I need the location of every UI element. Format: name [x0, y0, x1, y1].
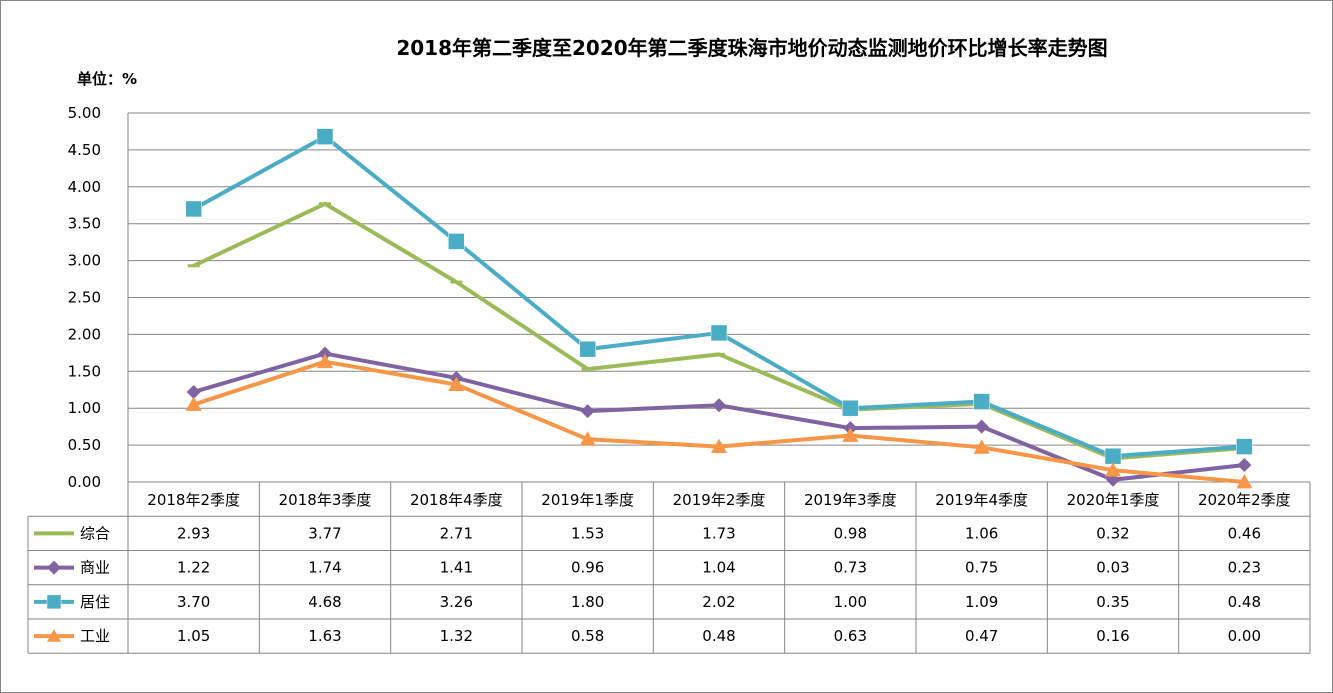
data-point	[1237, 458, 1252, 473]
data-cell: 0.47	[965, 627, 998, 645]
data-point	[973, 439, 990, 454]
data-cell: 0.35	[1096, 593, 1129, 611]
category-label: 2018年3季度	[279, 491, 372, 509]
data-point	[842, 427, 859, 442]
y-tick-label: 4.00	[68, 178, 101, 196]
data-cell: 0.63	[834, 627, 867, 645]
data-cell: 3.77	[308, 524, 341, 542]
data-cell: 1.00	[834, 593, 867, 611]
data-point	[317, 353, 333, 369]
data-cell: 1.41	[440, 559, 473, 577]
data-cell: 0.96	[571, 559, 604, 577]
data-cell: 0.23	[1228, 559, 1261, 577]
legend-label: 商业	[80, 559, 110, 577]
data-cell: 1.32	[440, 627, 473, 645]
category-label: 2020年1季度	[1067, 491, 1160, 509]
data-cell: 0.75	[965, 559, 998, 577]
category-label: 2020年2季度	[1198, 491, 1291, 509]
unit-label: 单位：%	[77, 70, 137, 88]
data-cell: 0.98	[834, 524, 867, 542]
data-cell: 1.22	[177, 559, 210, 577]
legend-label: 综合	[80, 524, 110, 542]
y-tick-label: 0.50	[68, 436, 101, 454]
data-cell: 0.73	[834, 559, 867, 577]
data-point	[710, 324, 728, 342]
data-cell: 0.46	[1228, 524, 1261, 542]
data-cell: 2.71	[440, 524, 473, 542]
data-point	[316, 128, 334, 145]
legend-key-marker	[47, 629, 61, 642]
data-point	[185, 396, 202, 411]
category-label: 2019年2季度	[673, 491, 766, 509]
data-cell: 1.05	[177, 627, 210, 645]
data-point	[1105, 462, 1121, 477]
data-point	[1104, 447, 1122, 465]
data-cell: 3.70	[177, 593, 210, 611]
category-label: 2019年1季度	[541, 491, 634, 509]
data-point	[186, 384, 201, 399]
data-cell: 1.53	[571, 524, 604, 542]
chart-title: 2018年第二季度至2020年第二季度珠海市地价动态监测地价环比增长率走势图	[396, 36, 1107, 60]
category-label: 2018年2季度	[147, 491, 240, 509]
data-point	[579, 340, 596, 358]
data-cell: 1.04	[702, 559, 735, 577]
legend-label: 居住	[80, 593, 110, 611]
data-cell: 0.32	[1096, 524, 1129, 542]
data-point	[318, 346, 332, 361]
data-point	[711, 438, 727, 453]
data-point	[973, 393, 990, 410]
data-cell: 0.00	[1228, 627, 1261, 645]
data-cell: 4.68	[308, 593, 341, 611]
data-point	[579, 431, 596, 446]
data-cell: 2.02	[702, 593, 735, 611]
data-point	[185, 200, 202, 218]
data-point	[1236, 438, 1253, 455]
data-cell: 0.03	[1096, 559, 1129, 577]
data-cell: 0.16	[1096, 627, 1129, 645]
data-point	[580, 404, 595, 419]
y-axis: 0.00 0.50 1.00 1.50 2.00 2.50 3.00 3.50 4.00 4.50…	[68, 104, 129, 491]
category-label: 2018年4季度	[410, 491, 503, 509]
data-cell: 2.93	[177, 524, 210, 542]
series-layer	[185, 128, 1253, 489]
y-tick-label: 5.00	[68, 104, 101, 122]
data-point	[974, 419, 989, 434]
data-point	[448, 376, 465, 391]
y-tick-label: 1.50	[68, 362, 101, 380]
y-tick-label: 4.50	[68, 141, 101, 159]
data-cell: 1.09	[965, 593, 998, 611]
data-cell: 1.74	[308, 559, 341, 577]
y-tick-label: 3.00	[68, 252, 101, 270]
data-cell: 0.48	[1228, 593, 1261, 611]
data-point	[448, 233, 465, 250]
legend-key-marker	[46, 594, 62, 610]
y-tick-label: 2.00	[68, 325, 101, 343]
legend-key-marker	[47, 560, 61, 575]
data-point	[842, 399, 859, 417]
data-cell: 0.48	[702, 627, 735, 645]
data-point	[1236, 474, 1253, 489]
y-tick-label: 1.00	[68, 399, 101, 417]
category-label: 2019年4季度	[935, 491, 1028, 509]
data-point	[712, 398, 726, 413]
data-table: 2018年2季度 2018年3季度 2018年4季度 2019年1季度 2019年2季度…	[27, 481, 1311, 654]
y-tick-label: 0.00	[68, 473, 101, 491]
data-cell: 1.73	[702, 524, 735, 542]
y-tick-label: 3.50	[68, 215, 101, 233]
category-label: 2019年3季度	[804, 491, 897, 509]
data-cell: 3.26	[440, 593, 473, 611]
data-cell: 0.58	[571, 627, 604, 645]
data-cell: 1.80	[571, 593, 604, 611]
data-cell: 1.63	[308, 627, 341, 645]
data-cell: 1.06	[965, 524, 998, 542]
y-tick-label: 2.50	[68, 289, 101, 307]
legend-label: 工业	[80, 627, 110, 645]
